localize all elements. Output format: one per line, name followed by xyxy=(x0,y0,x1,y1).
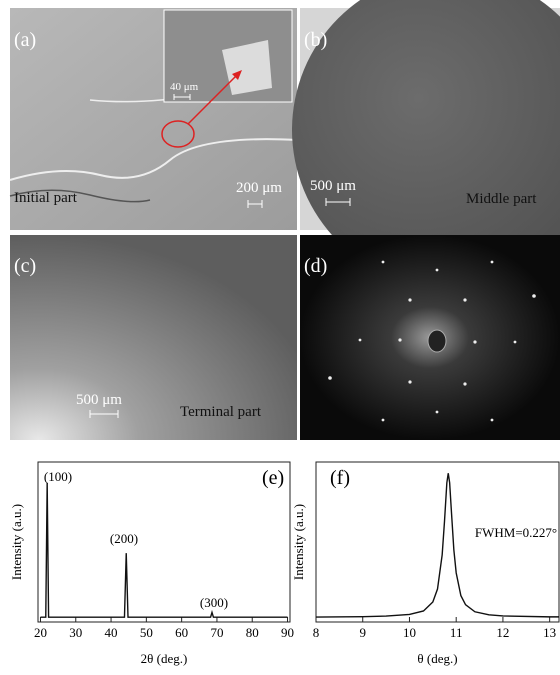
x-axis-label: θ (deg.) xyxy=(417,651,457,666)
x-tick-label: 50 xyxy=(140,625,153,640)
caption: Initial part xyxy=(14,190,78,206)
x-tick-label: 70 xyxy=(210,625,223,640)
x-tick-label: 30 xyxy=(69,625,82,640)
figure: (a) Initial part 200 μm 40 μm (b) 500 μm… xyxy=(0,0,560,670)
page: (a) Initial part 200 μm 40 μm (b) 500 μm… xyxy=(0,0,560,675)
data-line xyxy=(316,473,559,617)
annotation: (300) xyxy=(200,595,228,610)
x-tick-label: 11 xyxy=(450,625,463,640)
y-axis-label: Intensity (a.u.) xyxy=(9,504,24,580)
plot-frame xyxy=(38,462,290,622)
x-tick-label: 80 xyxy=(246,625,259,640)
panel-label: (f) xyxy=(330,467,350,489)
scale-label: 500 μm xyxy=(76,392,122,408)
panel-d: (d) xyxy=(300,235,560,440)
annotation: (200) xyxy=(110,531,138,546)
caption: Middle part xyxy=(466,191,537,207)
scale-label: 500 μm xyxy=(310,178,356,194)
scale-label: 200 μm xyxy=(236,180,282,196)
panel-label: (d) xyxy=(304,255,327,277)
inset-scale-label: 40 μm xyxy=(170,81,199,93)
x-tick-label: 10 xyxy=(403,625,416,640)
x-tick-label: 12 xyxy=(496,625,509,640)
x-tick-label: 8 xyxy=(313,625,320,640)
panel-a: (a) Initial part 200 μm 40 μm xyxy=(10,8,297,230)
x-tick-label: 20 xyxy=(34,625,47,640)
data-line xyxy=(40,483,287,617)
x-tick-label: 13 xyxy=(543,625,556,640)
plot-frame xyxy=(316,462,559,622)
x-tick-label: 40 xyxy=(105,625,118,640)
panel-label: (a) xyxy=(14,29,36,51)
x-axis-label: 2θ (deg.) xyxy=(141,651,188,666)
beam-stop xyxy=(428,330,446,352)
panel-label: (c) xyxy=(14,255,36,277)
x-tick-label: 90 xyxy=(281,625,294,640)
caption: Terminal part xyxy=(180,404,262,420)
panel-label: (e) xyxy=(262,467,284,489)
annotation: (100) xyxy=(44,469,72,484)
y-axis-label: Intensity (a.u.) xyxy=(291,504,306,580)
x-tick-label: 60 xyxy=(175,625,188,640)
panel-c: (c) 500 μm Terminal part xyxy=(10,235,297,440)
annotation: FWHM=0.227° xyxy=(475,525,557,540)
panel-label: (b) xyxy=(304,29,327,51)
x-tick-label: 9 xyxy=(359,625,366,640)
